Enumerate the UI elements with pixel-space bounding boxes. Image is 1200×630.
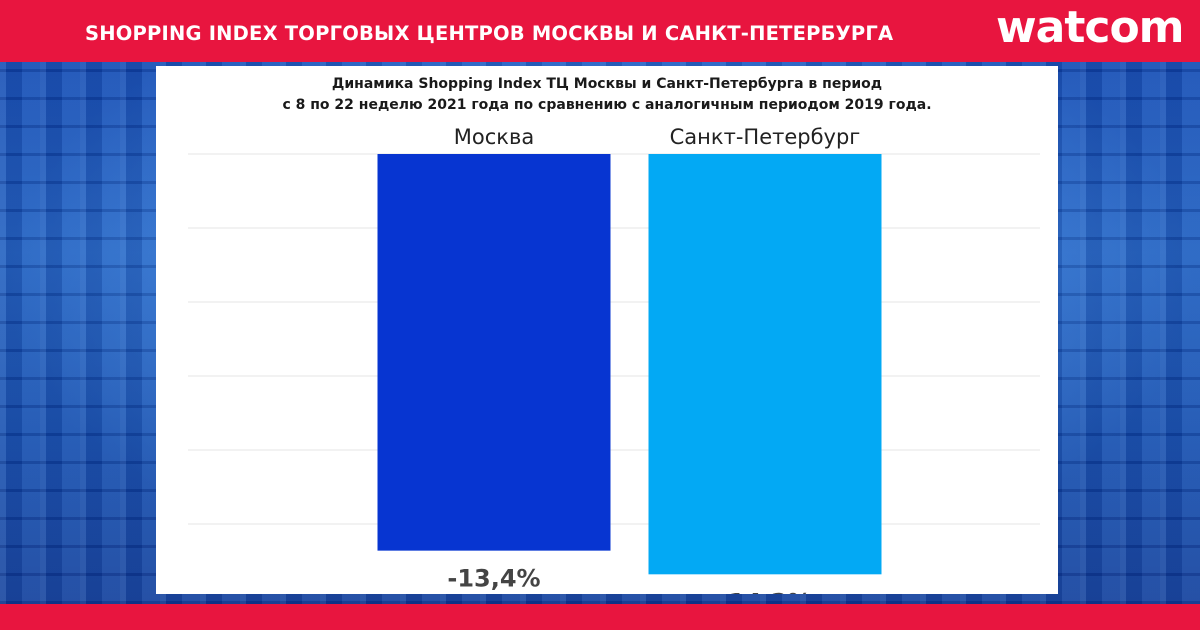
data-label: -13,4% [447,565,540,593]
brand-logo: watcom [996,2,1185,53]
chart-title: Динамика Shopping Index ТЦ Москвы и Санк… [156,74,1058,116]
category-label: Москва [454,125,534,149]
bar-spb [648,154,882,575]
footer-bar [0,604,1200,630]
header-bar: SHOPPING INDEX ТОРГОВЫХ ЦЕНТРОВ МОСКВЫ И… [0,0,1200,62]
chart-title-line-1: Динамика Shopping Index ТЦ Москвы и Санк… [331,76,883,92]
category-label: Санкт-Петербург [670,125,861,149]
chart-title-line-2: с 8 по 22 неделю 2021 года по сравнению … [282,97,932,113]
bar-chart: Москва -13,4% Санкт-Петербург -14,2% [188,125,1040,594]
page-title: SHOPPING INDEX ТОРГОВЫХ ЦЕНТРОВ МОСКВЫ И… [85,22,894,45]
data-label: -14,2% [718,588,811,594]
chart-card: Динамика Shopping Index ТЦ Москвы и Санк… [156,66,1058,594]
bar-moscow [377,154,611,551]
